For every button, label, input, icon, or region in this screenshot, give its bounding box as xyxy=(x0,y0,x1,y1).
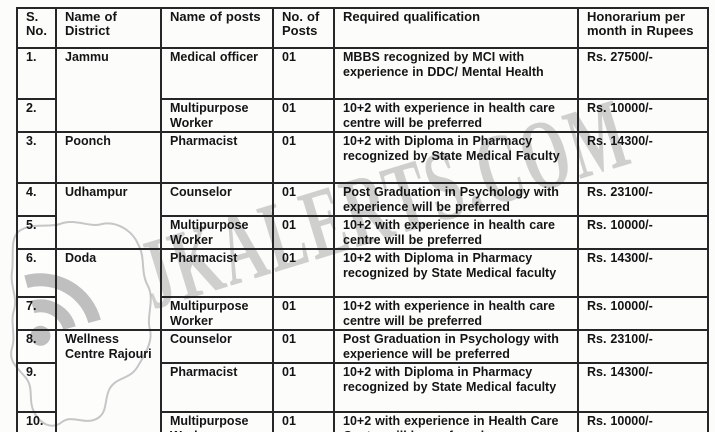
cell-sno: 2. xyxy=(16,98,57,133)
cell-posts-count: 01 xyxy=(272,329,335,364)
cell-honorarium: Rs. 10000/- xyxy=(577,296,709,331)
table-row: 8. Wellness Centre Rajouri Counselor 01 … xyxy=(16,329,709,432)
header-posts: Name of posts xyxy=(160,7,274,49)
table-row: 4. Udhampur Counselor 01 Post Graduation… xyxy=(16,182,709,250)
cell-post: Pharmacist xyxy=(160,362,274,413)
cell-qualification: 10+2 with experience in health care cent… xyxy=(333,296,579,331)
cell-post: Multipurpose Worker xyxy=(160,215,274,250)
cell-honorarium: Rs. 23100/- xyxy=(577,182,709,217)
cell-district: Doda xyxy=(55,248,162,331)
cell-sno: 1. xyxy=(16,47,57,100)
cell-post: Multipurpose Worker xyxy=(160,296,274,331)
cell-honorarium: Rs. 10000/- xyxy=(577,411,709,432)
cell-honorarium: Rs. 23100/- xyxy=(577,329,709,364)
header-no-of-posts: No. of Posts xyxy=(272,7,335,49)
cell-qualification: 10+2 with experience in health care cent… xyxy=(333,98,579,133)
cell-posts-count: 01 xyxy=(272,296,335,331)
cell-posts-count: 01 xyxy=(272,362,335,413)
cell-honorarium: Rs. 10000/- xyxy=(577,215,709,250)
cell-honorarium: Rs. 14300/- xyxy=(577,248,709,298)
cell-qualification: Post Graduation in Psychology with exper… xyxy=(333,329,579,364)
cell-district: Udhampur xyxy=(55,182,162,250)
cell-post: Counselor xyxy=(160,329,274,364)
cell-qualification: 10+2 with experience in Health Care Cent… xyxy=(333,411,579,432)
recruitment-table: S. No. Name of District Name of posts No… xyxy=(16,7,709,432)
table-row: 1. Jammu Medical officer 01 MBBS recogni… xyxy=(16,47,709,133)
cell-post: Multipurpose Worker xyxy=(160,98,274,133)
cell-post: Pharmacist xyxy=(160,131,274,184)
cell-honorarium: Rs. 10000/- xyxy=(577,98,709,133)
cell-posts-count: 01 xyxy=(272,248,335,298)
cell-sno: 4. xyxy=(16,182,57,217)
cell-sno: 8. xyxy=(16,329,57,364)
cell-qualification: Post Graduation in Psychology with exper… xyxy=(333,182,579,217)
cell-posts-count: 01 xyxy=(272,131,335,184)
table-row: 6. Doda Pharmacist 01 10+2 with Diploma … xyxy=(16,248,709,331)
cell-sno: 9. xyxy=(16,362,57,413)
cell-district: Poonch xyxy=(55,131,162,184)
cell-qualification: 10+2 with Diploma in Pharmacy recognized… xyxy=(333,362,579,413)
cell-sno: 3. xyxy=(16,131,57,184)
cell-post: Medical officer xyxy=(160,47,274,100)
cell-honorarium: Rs. 27500/- xyxy=(577,47,709,100)
cell-honorarium: Rs. 14300/- xyxy=(577,131,709,184)
cell-district: Jammu xyxy=(55,47,162,133)
table-row: 10. Multipurpose Worker 01 10+2 with exp… xyxy=(16,411,709,432)
cell-posts-count: 01 xyxy=(272,182,335,217)
header-honorarium: Honorarium per month in Rupees xyxy=(577,7,709,49)
cell-qualification: 10+2 with experience in health care cent… xyxy=(333,215,579,250)
cell-post: Counselor xyxy=(160,182,274,217)
cell-post: Multipurpose Worker xyxy=(160,411,274,432)
cell-qualification: 10+2 with Diploma in Pharmacy recognized… xyxy=(333,131,579,184)
cell-posts-count: 01 xyxy=(272,47,335,100)
header-sno: S. No. xyxy=(16,7,57,49)
table-row: 2. Multipurpose Worker 01 10+2 with expe… xyxy=(16,98,709,133)
cell-posts-count: 01 xyxy=(272,98,335,133)
cell-post: Pharmacist xyxy=(160,248,274,298)
table-row: 3. Poonch Pharmacist 01 10+2 with Diplom… xyxy=(16,131,709,184)
header-qualification: Required qualification xyxy=(333,7,579,49)
cell-sno: 7. xyxy=(16,296,57,331)
cell-sno: 5. xyxy=(16,215,57,250)
cell-qualification: 10+2 with Diploma in Pharmacy recognized… xyxy=(333,248,579,298)
cell-posts-count: 01 xyxy=(272,215,335,250)
cell-posts-count: 01 xyxy=(272,411,335,432)
cell-honorarium: Rs. 14300/- xyxy=(577,362,709,413)
cell-qualification: MBBS recognized by MCI with experience i… xyxy=(333,47,579,100)
header-district: Name of District xyxy=(55,7,162,49)
cell-sno: 6. xyxy=(16,248,57,298)
cell-sno: 10. xyxy=(16,411,57,432)
header-row: S. No. Name of District Name of posts No… xyxy=(16,7,709,49)
cell-district: Wellness Centre Rajouri xyxy=(55,329,162,432)
